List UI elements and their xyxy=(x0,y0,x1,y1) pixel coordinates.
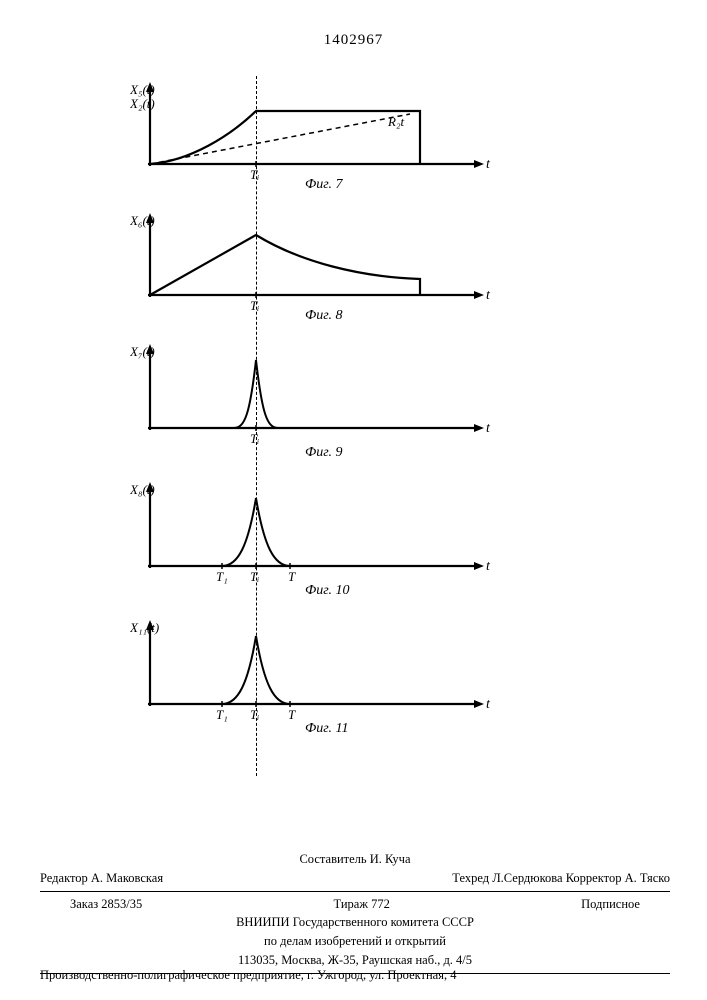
fig11-ylabel: X₁₁(t) xyxy=(130,620,159,635)
fig8-block: X₆(t) t Tᵢ Фиг. 8 xyxy=(130,207,570,330)
fig10-tick: Tᵢ xyxy=(250,569,259,584)
fig7-tick: Tᵢ xyxy=(250,167,259,182)
fig7-annotation: R₂t xyxy=(387,114,404,129)
fig7-ylabel1: X₅(t) xyxy=(130,82,155,97)
fig11-xlabel: t xyxy=(486,697,491,712)
figures-column: X₅(t) X₂(t) R₂t t Tᵢ Фиг. 7 X₆(t) t Tᵢ Ф… xyxy=(130,76,570,752)
org2-text: по делам изобретений и открытий xyxy=(40,932,670,951)
fig10-ylabel: X₈(t) xyxy=(130,482,155,497)
fig11-tick-right: T xyxy=(288,707,296,722)
fig8-caption: Фиг. 8 xyxy=(305,308,343,323)
fig11-caption: Фиг. 11 xyxy=(305,721,349,736)
fig11-tick: Tᵢ xyxy=(250,707,259,722)
order-text: Заказ 2853/35 xyxy=(70,895,142,914)
fig9-ylabel: X₇(t) xyxy=(130,344,155,359)
subscript-text: Подписное xyxy=(581,895,640,914)
address-text: 113035, Москва, Ж-35, Раушская наб., д. … xyxy=(40,951,670,970)
fig8-xlabel: t xyxy=(486,288,491,303)
fig7-ylabel2: X₂(t) xyxy=(130,96,155,111)
fig10-caption: Фиг. 10 xyxy=(305,583,350,598)
fig8-svg: X₆(t) t Tᵢ Фиг. 8 xyxy=(130,207,510,325)
fig7-caption: Фиг. 7 xyxy=(305,177,344,192)
fig8-tick: Tᵢ xyxy=(250,298,259,313)
printer-line: Производственно-полиграфическое предприя… xyxy=(40,968,670,983)
fig7-svg: X₅(t) X₂(t) R₂t t Tᵢ Фиг. 7 xyxy=(130,76,510,194)
fig10-svg: X₈(t) t T₁ Tᵢ T Фиг. 10 xyxy=(130,476,510,601)
fig10-xlabel: t xyxy=(486,559,491,574)
fig7-xlabel: t xyxy=(486,157,491,172)
compiler-line: Составитель И. Куча xyxy=(40,850,670,869)
tau-dashed-line xyxy=(256,76,257,776)
page-number: 1402967 xyxy=(324,32,384,49)
fig9-tick: Tᵢ xyxy=(250,431,259,446)
editor-text: Редактор А. Маковская xyxy=(40,869,163,888)
credits-rule-1 xyxy=(40,891,670,892)
org1-text: ВНИИПИ Государственного комитета СССР xyxy=(40,913,670,932)
fig9-xlabel: t xyxy=(486,421,491,436)
techred-text: Техред Л.Сердюкова Корректор А. Тяско xyxy=(452,869,670,888)
fig7-block: X₅(t) X₂(t) R₂t t Tᵢ Фиг. 7 xyxy=(130,76,570,199)
fig10-tick-right: T xyxy=(288,569,296,584)
fig9-svg: X₇(t) t Tᵢ Фиг. 9 xyxy=(130,338,510,463)
fig8-ylabel: X₆(t) xyxy=(130,213,155,228)
tirage-text: Тираж 772 xyxy=(334,895,390,914)
fig9-block: X₇(t) t Tᵢ Фиг. 9 xyxy=(130,338,570,468)
fig11-block: X₁₁(t) t T₁ Tᵢ T Фиг. 11 xyxy=(130,614,570,744)
credits-block: Составитель И. Куча Редактор А. Маковска… xyxy=(40,850,670,977)
fig9-caption: Фиг. 9 xyxy=(305,445,343,460)
fig11-svg: X₁₁(t) t T₁ Tᵢ T Фиг. 11 xyxy=(130,614,510,739)
fig10-tick-left: T₁ xyxy=(216,569,228,584)
fig11-tick-left: T₁ xyxy=(216,707,228,722)
fig10-block: X₈(t) t T₁ Tᵢ T Фиг. 10 xyxy=(130,476,570,606)
